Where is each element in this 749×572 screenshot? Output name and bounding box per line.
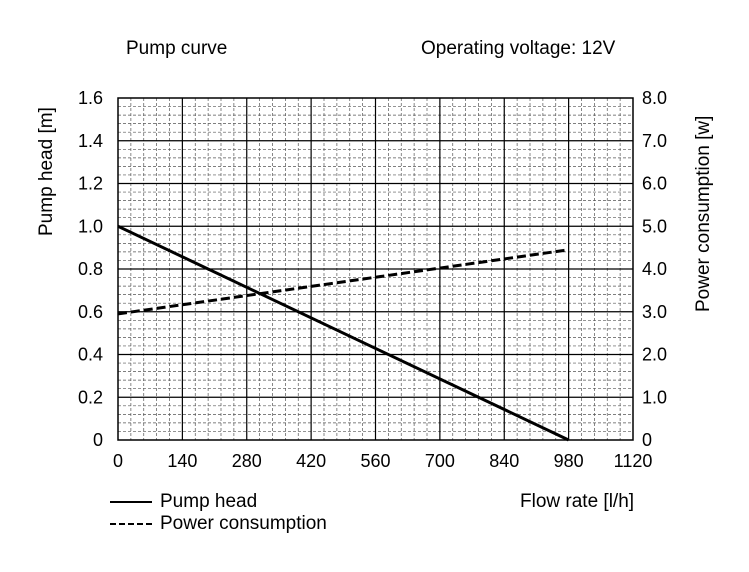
x-axis-label: Flow rate [l/h]: [520, 491, 635, 512]
y-tick-label-right: 8.0: [642, 88, 667, 108]
legend-item-power: Power consumption: [110, 513, 327, 535]
series-layer: [117, 224, 570, 442]
x-tick-label: 560: [360, 451, 390, 471]
y-tick-label-left: 1.6: [78, 88, 103, 108]
x-tick-label: 140: [167, 451, 197, 471]
legend-solid-line: [110, 501, 152, 503]
y-tick-label-right: 4.0: [642, 259, 667, 279]
y-tick-label-left: 1.2: [78, 174, 103, 194]
y-tick-label-left: 1.4: [78, 131, 103, 151]
y-tick-label-right: 2.0: [642, 345, 667, 365]
y-tick-label-left: 0.4: [78, 345, 103, 365]
y-tick-label-right: 1.0: [642, 387, 667, 407]
y-tick-label-left: 0.8: [78, 259, 103, 279]
chart-subtitle: Operating voltage: 12V: [421, 38, 616, 59]
x-tick-label: 1120: [614, 451, 653, 471]
series-line-power-consumption: [117, 248, 569, 316]
x-tick-label: 420: [296, 451, 326, 471]
x-tick-label: 840: [489, 451, 519, 471]
legend-label-power: Power consumption: [160, 513, 327, 534]
y-tick-label-left: 0: [93, 430, 103, 450]
y-tick-label-left: 0.6: [78, 302, 103, 322]
x-tick-label: 280: [232, 451, 262, 471]
y-tick-label-left: 1.0: [78, 216, 103, 236]
y-tick-label-right: 5.0: [642, 216, 667, 236]
y-axis-label-right: Power consumption [w]: [693, 115, 714, 312]
y-tick-label-right: 3.0: [642, 302, 667, 322]
legend-item-pump-head: Pump head: [110, 491, 327, 513]
chart-title: Pump curve: [126, 38, 228, 59]
y-tick-label-right: 0: [642, 430, 652, 450]
series-line-pump-head: [117, 224, 570, 442]
legend-dashed-line: [110, 523, 152, 525]
x-tick-label: 980: [554, 451, 584, 471]
plot-frame: [117, 97, 634, 441]
major-grid: [118, 98, 633, 440]
y-tick-label-left: 0.2: [78, 387, 103, 407]
y-tick-label-right: 7.0: [642, 131, 667, 151]
legend-label-pump-head: Pump head: [160, 491, 258, 512]
tick-labels: 0 140 280 420 560 700 840 980 112000.20.40.60.81…: [78, 88, 667, 471]
legend: Pump head Power consumption: [110, 491, 327, 535]
y-axis-label-left: Pump head [m]: [36, 107, 57, 236]
x-tick-label: 700: [425, 451, 455, 471]
x-tick-label: 0: [113, 451, 123, 471]
y-tick-label-right: 6.0: [642, 174, 667, 194]
